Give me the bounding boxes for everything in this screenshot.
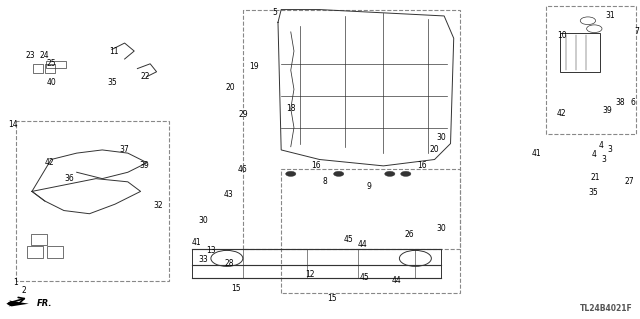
Text: 39: 39 bbox=[139, 161, 148, 170]
Text: 22: 22 bbox=[141, 72, 150, 81]
Text: 35: 35 bbox=[107, 78, 116, 87]
Text: 26: 26 bbox=[404, 230, 414, 239]
Text: 16: 16 bbox=[312, 161, 321, 170]
Text: 7: 7 bbox=[635, 27, 639, 36]
Text: 42: 42 bbox=[556, 109, 566, 118]
Text: 42: 42 bbox=[45, 158, 54, 167]
Text: 30: 30 bbox=[436, 133, 446, 142]
Text: 16: 16 bbox=[417, 161, 427, 170]
Text: 15: 15 bbox=[232, 284, 241, 293]
Text: 24: 24 bbox=[40, 51, 49, 60]
Circle shape bbox=[401, 171, 411, 176]
Bar bbox=[45, 64, 55, 73]
Text: 40: 40 bbox=[46, 78, 56, 87]
Bar bbox=[33, 64, 44, 73]
Polygon shape bbox=[6, 300, 29, 307]
Text: 4: 4 bbox=[592, 150, 596, 159]
Circle shape bbox=[285, 171, 296, 176]
Text: 1: 1 bbox=[13, 278, 19, 287]
Text: 3: 3 bbox=[602, 155, 606, 164]
Bar bbox=[31, 234, 47, 245]
Text: 43: 43 bbox=[224, 190, 234, 199]
Text: 5: 5 bbox=[273, 8, 277, 17]
Text: 19: 19 bbox=[249, 63, 259, 71]
Text: FR.: FR. bbox=[37, 299, 52, 308]
Text: 8: 8 bbox=[323, 177, 327, 186]
Text: 39: 39 bbox=[602, 106, 612, 115]
Text: 36: 36 bbox=[64, 174, 74, 183]
Text: 44: 44 bbox=[358, 240, 368, 249]
Text: TL24B4021F: TL24B4021F bbox=[580, 304, 633, 313]
Text: 28: 28 bbox=[224, 259, 234, 268]
Text: 32: 32 bbox=[154, 201, 163, 210]
Text: 20: 20 bbox=[225, 83, 235, 92]
Text: 2: 2 bbox=[22, 286, 27, 295]
Circle shape bbox=[385, 171, 395, 176]
Text: 30: 30 bbox=[436, 224, 446, 233]
Text: 38: 38 bbox=[615, 98, 625, 107]
Text: 11: 11 bbox=[109, 47, 118, 56]
Text: 20: 20 bbox=[429, 145, 440, 154]
Text: 41: 41 bbox=[532, 149, 541, 158]
Bar bbox=[46, 61, 67, 68]
Text: 3: 3 bbox=[608, 145, 612, 154]
Bar bbox=[561, 33, 600, 72]
Text: 37: 37 bbox=[120, 145, 129, 154]
Text: 13: 13 bbox=[206, 246, 216, 255]
Text: 12: 12 bbox=[305, 270, 315, 279]
Text: 21: 21 bbox=[591, 173, 600, 182]
Text: 44: 44 bbox=[391, 276, 401, 285]
Circle shape bbox=[333, 171, 344, 176]
Text: 10: 10 bbox=[557, 31, 567, 40]
Text: 30: 30 bbox=[198, 216, 208, 225]
Text: 9: 9 bbox=[367, 182, 372, 191]
Text: 27: 27 bbox=[625, 177, 634, 186]
Text: 31: 31 bbox=[605, 11, 615, 20]
Text: 14: 14 bbox=[8, 120, 17, 129]
Text: 45: 45 bbox=[344, 235, 353, 244]
Text: 4: 4 bbox=[598, 141, 603, 150]
Text: 23: 23 bbox=[26, 51, 35, 60]
Text: 45: 45 bbox=[360, 273, 369, 282]
Text: 6: 6 bbox=[630, 98, 635, 107]
Text: 41: 41 bbox=[192, 238, 202, 247]
Text: 35: 35 bbox=[588, 189, 598, 197]
Bar bbox=[47, 246, 63, 258]
Text: 18: 18 bbox=[286, 104, 296, 113]
Text: 15: 15 bbox=[328, 294, 337, 303]
Bar bbox=[28, 246, 44, 258]
Text: 46: 46 bbox=[238, 165, 248, 174]
Text: 25: 25 bbox=[46, 59, 56, 68]
Text: 29: 29 bbox=[238, 110, 248, 119]
Text: 33: 33 bbox=[198, 256, 208, 264]
